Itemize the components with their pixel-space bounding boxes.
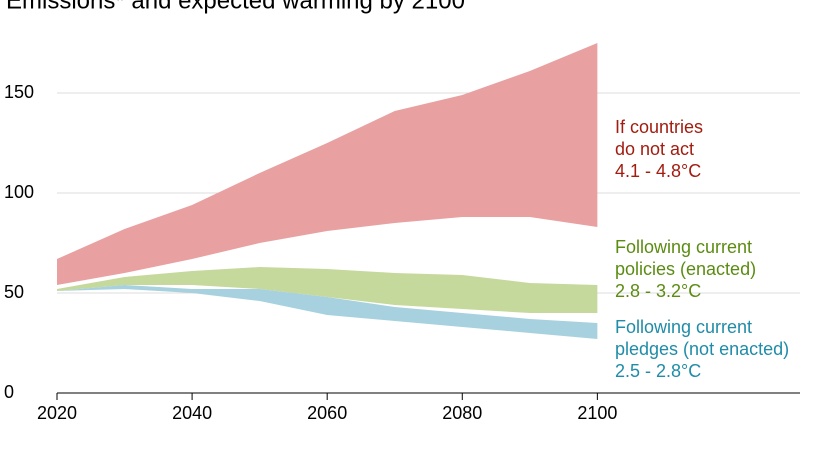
range-band <box>57 43 598 285</box>
chart-title: Emissions* and expected warming by 2100 <box>6 0 465 14</box>
y-tick-label: 100 <box>4 182 34 202</box>
y-tick-label: 0 <box>4 382 14 402</box>
range-band <box>57 285 598 339</box>
x-tick-label: 2020 <box>37 403 77 423</box>
series-label: 2.8 - 3.2°C <box>615 281 701 301</box>
series-label: 2.5 - 2.8°C <box>615 361 701 381</box>
series-label: 4.1 - 4.8°C <box>615 161 701 181</box>
x-tick-label: 2040 <box>172 403 212 423</box>
series-label: Following current <box>615 237 752 257</box>
y-tick-label: 150 <box>4 82 34 102</box>
x-tick-label: 2080 <box>442 403 482 423</box>
series-label: If countries <box>615 117 703 137</box>
x-tick-label: 2100 <box>577 403 617 423</box>
x-tick-label: 2060 <box>307 403 347 423</box>
series-label: policies (enacted) <box>615 259 756 279</box>
y-tick-label: 50 <box>4 282 24 302</box>
range-band <box>57 267 598 313</box>
series-label: do not act <box>615 139 694 159</box>
series-label: pledges (not enacted) <box>615 339 789 359</box>
series-label: Following current <box>615 317 752 337</box>
